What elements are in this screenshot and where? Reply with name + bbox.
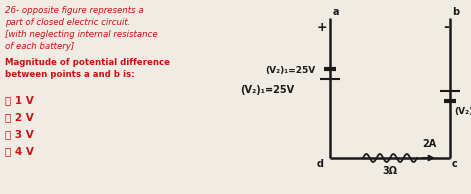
- Text: 3Ω: 3Ω: [382, 166, 398, 176]
- Text: Magnitude of potential difference: Magnitude of potential difference: [5, 58, 170, 67]
- Text: b: b: [452, 7, 459, 17]
- Text: 2A: 2A: [422, 139, 436, 149]
- Text: (V₂)₁=25V: (V₂)₁=25V: [240, 85, 294, 95]
- Text: ⓑ 2 V: ⓑ 2 V: [5, 112, 34, 122]
- Text: 26- opposite figure represents a: 26- opposite figure represents a: [5, 6, 144, 15]
- Text: d: d: [317, 159, 324, 169]
- Text: (V₂)₁=25V: (V₂)₁=25V: [266, 66, 316, 74]
- Text: a: a: [333, 7, 340, 17]
- Text: [with neglecting internal resistance: [with neglecting internal resistance: [5, 30, 158, 39]
- Text: ⓐ 1 V: ⓐ 1 V: [5, 95, 34, 105]
- Text: between points a and b is:: between points a and b is:: [5, 70, 135, 79]
- Text: of each battery]: of each battery]: [5, 42, 74, 51]
- Text: c: c: [452, 159, 458, 169]
- Text: ⓓ 4 V: ⓓ 4 V: [5, 146, 34, 156]
- Text: part of closed electric circuit.: part of closed electric circuit.: [5, 18, 130, 27]
- Text: -: -: [443, 20, 449, 34]
- Text: (V₂)₂=15V: (V₂)₂=15V: [454, 107, 471, 116]
- Text: +: +: [317, 21, 327, 34]
- Text: ⓜ 3 V: ⓜ 3 V: [5, 129, 34, 139]
